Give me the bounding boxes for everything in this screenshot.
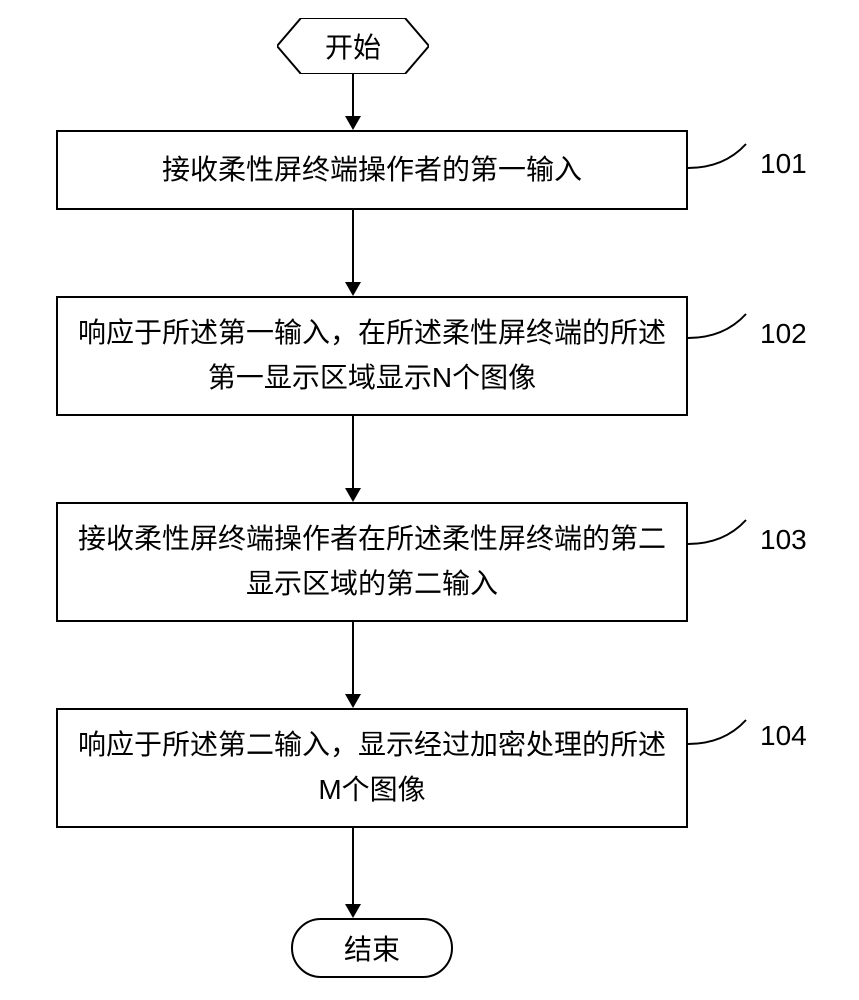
step-4-text: 响应于所述第二输入，显示经过加密处理的所述M个图像	[74, 723, 670, 813]
arrow-head	[345, 694, 361, 708]
arrow-line	[352, 622, 354, 694]
arrow-line	[352, 416, 354, 488]
ref-label-102: 102	[760, 318, 807, 350]
arrow-line	[352, 74, 354, 116]
end-label: 结束	[344, 928, 400, 968]
step-2-text: 响应于所述第一输入，在所述柔性屏终端的所述第一显示区域显示N个图像	[74, 311, 670, 401]
ref-curve-2	[688, 310, 760, 350]
start-label: 开始	[325, 26, 381, 66]
flowchart-canvas: 开始 接收柔性屏终端操作者的第一输入 101 响应于所述第一输入，在所述柔性屏终…	[0, 0, 859, 1000]
step-3-text: 接收柔性屏终端操作者在所述柔性屏终端的第二显示区域的第二输入	[74, 517, 670, 607]
step-2: 响应于所述第一输入，在所述柔性屏终端的所述第一显示区域显示N个图像	[56, 296, 688, 416]
end-node: 结束	[291, 918, 453, 978]
arrow-head	[345, 116, 361, 130]
arrow-head	[345, 282, 361, 296]
arrow-line	[352, 210, 354, 282]
arrow-head	[345, 904, 361, 918]
arrow-head	[345, 488, 361, 502]
step-4: 响应于所述第二输入，显示经过加密处理的所述M个图像	[56, 708, 688, 828]
arrow-line	[352, 828, 354, 904]
ref-curve-3	[688, 516, 760, 556]
step-3: 接收柔性屏终端操作者在所述柔性屏终端的第二显示区域的第二输入	[56, 502, 688, 622]
ref-curve-1	[688, 140, 760, 180]
start-node: 开始	[277, 18, 429, 74]
step-1: 接收柔性屏终端操作者的第一输入	[56, 130, 688, 210]
ref-label-103: 103	[760, 524, 807, 556]
ref-label-104: 104	[760, 720, 807, 752]
step-1-text: 接收柔性屏终端操作者的第一输入	[162, 148, 582, 193]
ref-label-101: 101	[760, 148, 807, 180]
ref-curve-4	[688, 716, 760, 756]
